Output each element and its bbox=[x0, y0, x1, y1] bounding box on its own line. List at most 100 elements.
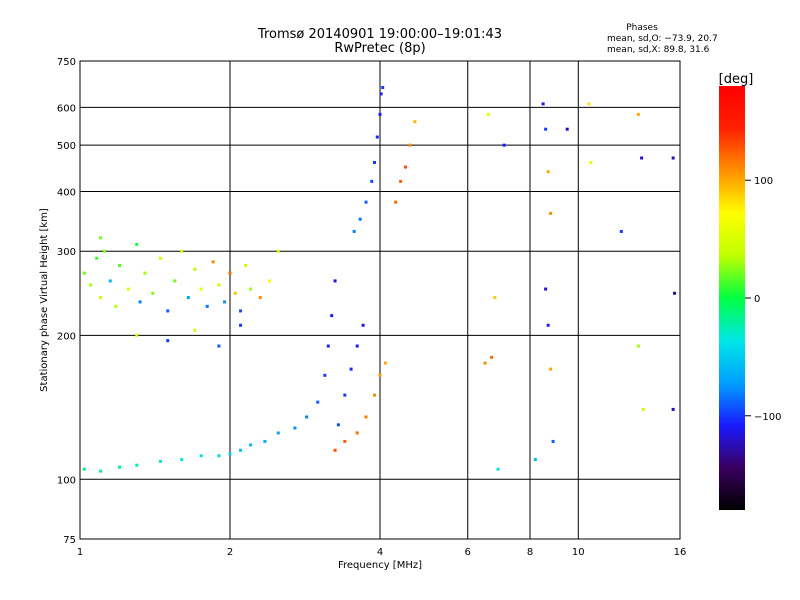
echo-point bbox=[199, 287, 203, 291]
echo-point bbox=[378, 373, 382, 377]
echo-point bbox=[186, 296, 190, 300]
echo-point bbox=[364, 415, 368, 419]
echo-point bbox=[352, 229, 356, 233]
colorbar-tick-label: −100 bbox=[754, 412, 781, 423]
echo-point bbox=[333, 279, 337, 283]
echo-point bbox=[239, 323, 243, 327]
sparse-echo-point bbox=[496, 467, 500, 471]
echo-point bbox=[239, 309, 243, 313]
echo-point bbox=[305, 415, 309, 419]
echo-point bbox=[228, 271, 232, 275]
sparse-echo-point bbox=[551, 439, 555, 443]
echo-point bbox=[135, 463, 139, 467]
sparse-echo-point bbox=[587, 102, 591, 106]
echo-point bbox=[223, 300, 227, 304]
sparse-echo-point bbox=[619, 229, 623, 233]
sparse-echo-point bbox=[636, 344, 640, 348]
echo-point bbox=[381, 86, 385, 90]
echo-point bbox=[330, 314, 334, 318]
echo-point bbox=[228, 452, 232, 456]
y-tick-label: 400 bbox=[57, 187, 76, 198]
sparse-echo-point bbox=[549, 211, 553, 215]
echo-point bbox=[151, 291, 155, 295]
echo-point bbox=[408, 143, 412, 147]
echo-point bbox=[193, 267, 197, 271]
colorbar-tick-label: 100 bbox=[754, 176, 773, 187]
echo-point bbox=[383, 361, 387, 365]
echo-point bbox=[158, 459, 162, 463]
colorbar bbox=[719, 86, 745, 510]
echo-point bbox=[239, 448, 243, 452]
x-tick-label: 8 bbox=[527, 547, 533, 558]
echo-point bbox=[244, 264, 248, 268]
y-tick-label: 300 bbox=[57, 247, 76, 258]
echo-point bbox=[135, 333, 139, 337]
y-tick-label: 100 bbox=[57, 475, 76, 486]
echo-point bbox=[413, 120, 417, 124]
x-tick-label: 4 bbox=[377, 547, 383, 558]
sparse-echo-point bbox=[671, 156, 675, 160]
echo-point bbox=[263, 439, 267, 443]
colorbar-tick-label: 0 bbox=[754, 294, 760, 305]
y-tick-label: 200 bbox=[57, 331, 76, 342]
sparse-echo-point bbox=[546, 323, 550, 327]
echo-point bbox=[343, 439, 347, 443]
x-tick-label: 10 bbox=[572, 547, 585, 558]
phase-stats-o: mean, sd,O: −73.9, 20.7 bbox=[607, 34, 718, 44]
echo-point bbox=[193, 328, 197, 332]
data-points bbox=[82, 86, 677, 473]
echo-point bbox=[82, 467, 86, 471]
x-axis-label: Frequency [MHz] bbox=[338, 560, 422, 571]
sparse-echo-point bbox=[544, 127, 548, 131]
phase-stats-x: mean, sd,X: 89.8, 31.6 bbox=[607, 45, 710, 55]
echo-point bbox=[326, 344, 330, 348]
sparse-echo-point bbox=[490, 355, 494, 359]
echo-point bbox=[217, 344, 221, 348]
echo-point bbox=[355, 344, 359, 348]
sparse-echo-point bbox=[549, 367, 553, 371]
sparse-echo-point bbox=[636, 112, 640, 116]
sparse-echo-point bbox=[544, 287, 548, 291]
sparse-echo-point bbox=[483, 361, 487, 365]
echo-point bbox=[199, 454, 203, 458]
x-tick-labels: 1 2 4 6 8 10 16 bbox=[77, 547, 687, 558]
echo-point bbox=[166, 339, 170, 343]
echo-point bbox=[99, 236, 103, 240]
echo-point bbox=[158, 256, 162, 260]
echo-point bbox=[276, 249, 280, 253]
echo-point bbox=[180, 457, 184, 461]
sparse-echo-point bbox=[546, 170, 550, 174]
echo-point bbox=[99, 469, 103, 473]
echo-point bbox=[399, 179, 403, 183]
echo-point bbox=[336, 423, 340, 427]
echo-point bbox=[205, 304, 209, 308]
echo-point bbox=[108, 279, 112, 283]
phase-stats-heading: Phases bbox=[626, 23, 658, 33]
colorbar-ticks: 100 0 −100 bbox=[745, 176, 781, 423]
echo-point bbox=[258, 296, 262, 300]
x-tick-label: 1 bbox=[77, 547, 83, 558]
y-tick-label: 500 bbox=[57, 141, 76, 152]
echo-point bbox=[373, 160, 377, 164]
echo-point bbox=[217, 454, 221, 458]
echo-point bbox=[211, 260, 215, 264]
echo-point bbox=[316, 400, 320, 404]
echo-point bbox=[217, 283, 221, 287]
echo-point bbox=[180, 249, 184, 253]
echo-point bbox=[249, 443, 253, 447]
echo-point bbox=[323, 373, 327, 377]
echo-point bbox=[89, 283, 93, 287]
echo-point bbox=[343, 393, 347, 397]
echo-point bbox=[143, 271, 147, 275]
echo-point bbox=[99, 296, 103, 300]
echo-point bbox=[126, 287, 130, 291]
y-tick-label: 600 bbox=[57, 103, 76, 114]
y-tick-labels: 75 100 200 300 400 500 600 750 bbox=[57, 57, 76, 546]
sparse-echo-point bbox=[502, 143, 506, 147]
echo-point bbox=[114, 304, 118, 308]
echo-point bbox=[358, 217, 362, 221]
sparse-echo-point bbox=[640, 156, 644, 160]
echo-point bbox=[293, 426, 297, 430]
echo-point bbox=[117, 264, 121, 268]
